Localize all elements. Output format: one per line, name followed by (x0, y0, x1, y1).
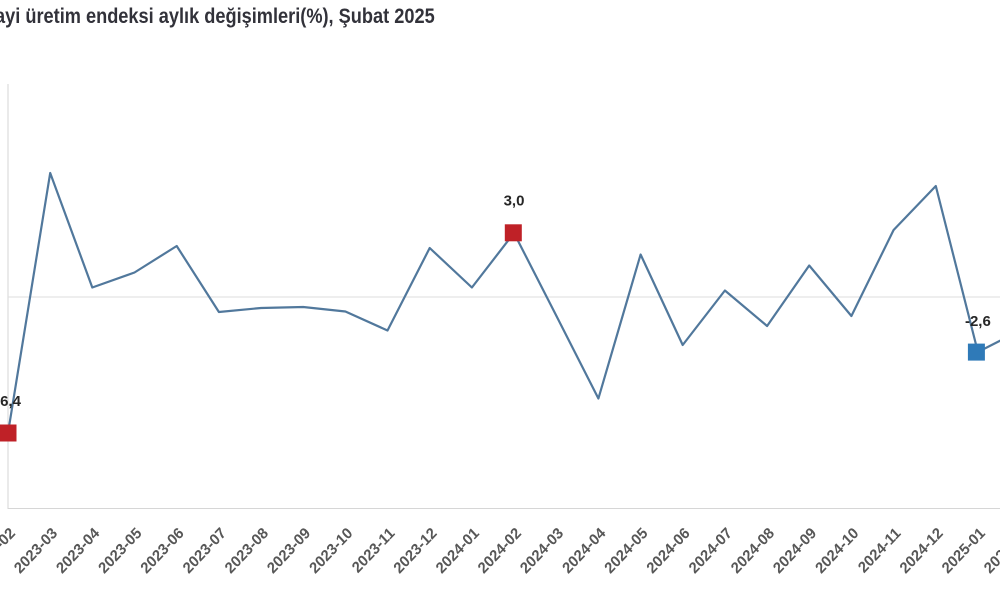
svg-text:2023-08: 2023-08 (222, 525, 272, 578)
svg-text:2024-05: 2024-05 (601, 525, 651, 578)
svg-text:2024-11: 2024-11 (855, 525, 904, 577)
svg-text:2024-03: 2024-03 (517, 525, 567, 578)
svg-text:2024-04: 2024-04 (559, 524, 609, 577)
svg-text:2023-07: 2023-07 (180, 525, 230, 578)
svg-text:-6,4: -6,4 (0, 393, 22, 410)
svg-text:2023-05: 2023-05 (95, 525, 145, 578)
svg-text:2023-03: 2023-03 (11, 525, 61, 578)
svg-text:2024-12: 2024-12 (897, 525, 947, 578)
svg-text:2024-01: 2024-01 (433, 525, 483, 578)
svg-text:2024-10: 2024-10 (812, 525, 862, 578)
svg-text:2023-12: 2023-12 (391, 525, 441, 578)
svg-text:2024-02: 2024-02 (475, 525, 525, 578)
svg-text:2023-10: 2023-10 (306, 525, 356, 578)
svg-text:2024-09: 2024-09 (770, 525, 820, 578)
svg-text:2024-06: 2024-06 (644, 525, 694, 578)
svg-text:-2,6: -2,6 (965, 313, 991, 330)
svg-text:2023-04: 2023-04 (53, 524, 103, 577)
svg-text:3,0: 3,0 (504, 193, 525, 210)
svg-text:2024-08: 2024-08 (728, 525, 778, 578)
svg-text:2024-07: 2024-07 (686, 525, 736, 578)
svg-text:2023-06: 2023-06 (138, 525, 188, 578)
svg-text:2023-09: 2023-09 (264, 525, 314, 578)
svg-text:2025-01: 2025-01 (939, 525, 989, 578)
svg-text:2023-11: 2023-11 (349, 525, 398, 577)
